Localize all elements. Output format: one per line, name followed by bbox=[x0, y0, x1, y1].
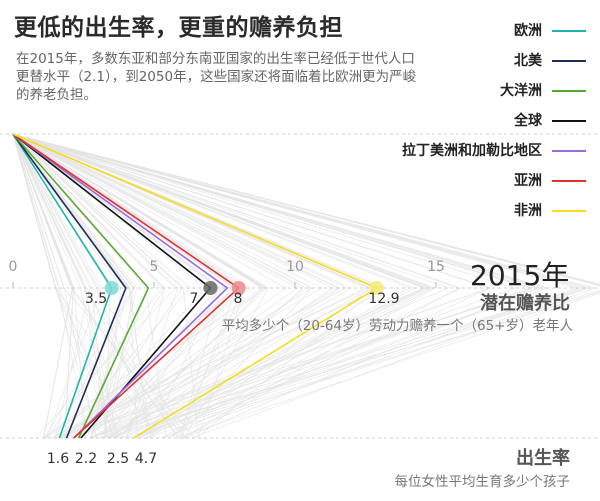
page-title: 更低的出生率，更重的赡养负担 bbox=[14, 15, 343, 41]
country-line bbox=[12, 133, 163, 439]
support-ratio-point bbox=[231, 281, 246, 295]
fertility-value-label: 2.5 bbox=[107, 451, 129, 467]
value-labels: 3.5 7 8 12.9 1.6 2.2 2.5 4.7 bbox=[47, 291, 400, 467]
country-line bbox=[12, 133, 267, 439]
legend-item: 亚洲 bbox=[330, 170, 590, 190]
country-line bbox=[12, 133, 269, 439]
country-line bbox=[12, 133, 492, 439]
x-tick-label: 5 bbox=[150, 259, 159, 275]
legend-swatch bbox=[552, 150, 586, 152]
support-ratio-description: 平均多少个（20-64岁）劳动力赡养一个（65+岁）老年人 bbox=[221, 318, 573, 334]
country-line bbox=[12, 133, 138, 439]
support-ratio-point bbox=[369, 281, 384, 295]
country-background-lines bbox=[12, 133, 600, 439]
x-tick-label: 10 bbox=[286, 259, 304, 275]
support-ratio-label: 潜在赡养比 bbox=[480, 293, 570, 314]
country-line bbox=[12, 133, 535, 439]
legend-label: 拉丁美洲和加勒比地区 bbox=[402, 143, 542, 159]
legend-label: 亚洲 bbox=[514, 173, 542, 189]
legend-label: 欧洲 bbox=[514, 23, 542, 39]
legend-swatch bbox=[552, 90, 586, 92]
x-tick-label: 0 bbox=[9, 259, 18, 275]
legend-item: 非洲 bbox=[330, 200, 590, 220]
support-ratio-point bbox=[104, 281, 119, 295]
page-subtitle: 在2015年，多数东亚和部分东南亚国家的出生率已经低于世代人口更替水平（2.1）… bbox=[16, 51, 417, 103]
country-line bbox=[12, 133, 462, 439]
country-line bbox=[12, 133, 517, 439]
country-line bbox=[12, 133, 120, 439]
legend-item: 北美 bbox=[330, 50, 590, 70]
year-label: 2015年 bbox=[470, 259, 570, 292]
country-line bbox=[12, 133, 299, 439]
country-line bbox=[12, 133, 179, 439]
legend-swatch bbox=[552, 30, 586, 32]
series-line bbox=[12, 133, 150, 439]
x-tick-label: 15 bbox=[427, 259, 445, 275]
country-line bbox=[12, 133, 450, 439]
support-ratio-point bbox=[203, 281, 218, 295]
country-line bbox=[12, 133, 581, 439]
series-line bbox=[12, 133, 127, 439]
fertility-value-label: 2.2 bbox=[75, 451, 97, 467]
country-line bbox=[12, 133, 323, 439]
country-line bbox=[12, 133, 74, 439]
country-line bbox=[12, 133, 149, 439]
legend-label: 全球 bbox=[514, 113, 542, 129]
country-line bbox=[12, 133, 102, 439]
fertility-value-label: 1.6 bbox=[47, 451, 69, 467]
support-ratio-value-label: 12.9 bbox=[368, 291, 399, 307]
legend-item: 大洋洲 bbox=[330, 80, 590, 100]
legend-swatch bbox=[552, 60, 586, 62]
country-line bbox=[12, 133, 600, 439]
legend-item: 全球 bbox=[330, 110, 590, 130]
series-line bbox=[12, 133, 229, 439]
legend-label: 非洲 bbox=[514, 203, 542, 219]
support-ratio-value-label: 7 bbox=[190, 291, 199, 307]
country-line bbox=[12, 133, 367, 439]
country-line bbox=[12, 133, 252, 439]
legend-swatch bbox=[552, 210, 586, 212]
legend-label: 北美 bbox=[514, 53, 542, 69]
fertility-label: 出生率 bbox=[516, 448, 570, 469]
support-ratio-value-label: 3.5 bbox=[85, 291, 107, 307]
legend-swatch bbox=[552, 180, 586, 182]
fertility-value-label: 4.7 bbox=[135, 451, 157, 467]
legend-item: 欧洲 bbox=[330, 20, 590, 40]
support-ratio-value-label: 8 bbox=[234, 291, 243, 307]
country-line bbox=[12, 133, 334, 439]
series-lines bbox=[12, 133, 384, 439]
country-line bbox=[12, 133, 222, 439]
axes: 0 5 10 15 bbox=[0, 133, 600, 439]
legend-item: 拉丁美洲和加勒比地区 bbox=[330, 140, 590, 160]
legend-swatch bbox=[552, 120, 586, 122]
country-line bbox=[12, 133, 287, 439]
legend-label: 大洋洲 bbox=[500, 83, 542, 99]
country-line bbox=[12, 133, 342, 439]
country-line bbox=[12, 133, 199, 439]
fertility-description: 每位女性平均生育多少个孩子 bbox=[394, 474, 571, 490]
